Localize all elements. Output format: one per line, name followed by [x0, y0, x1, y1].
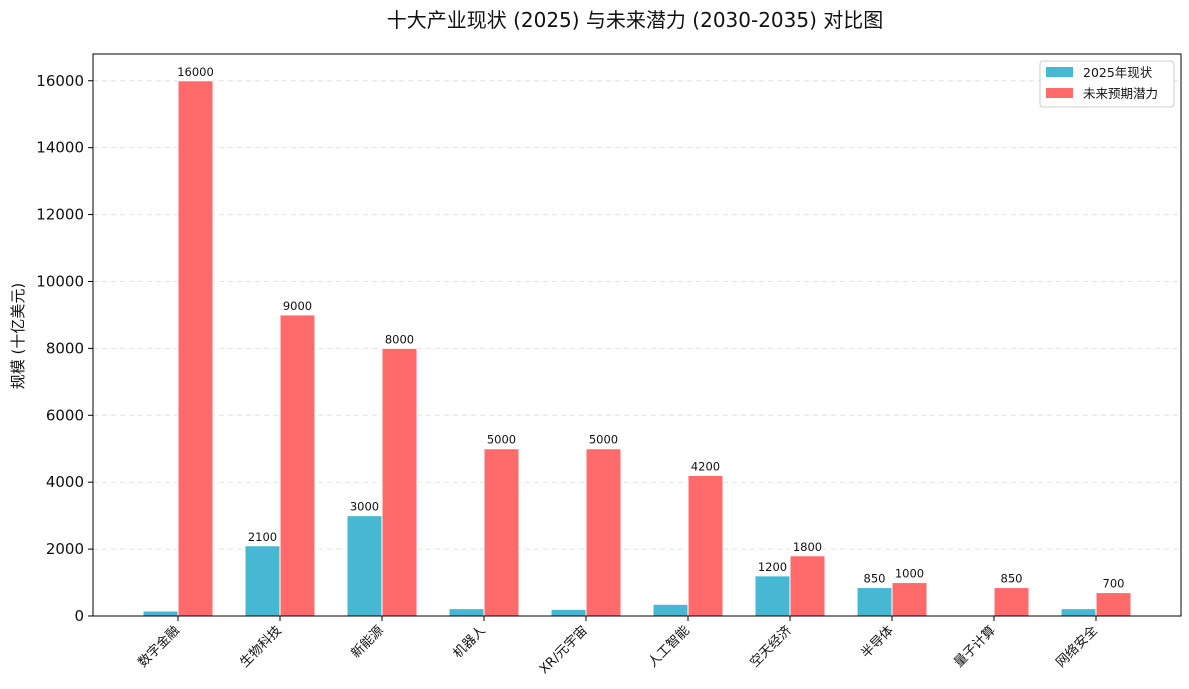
bar-current-2025	[142, 610, 179, 617]
bar-future-potential	[1095, 592, 1132, 617]
x-tick-label: 生物科技	[237, 623, 284, 670]
bar-data-label: 700	[1103, 577, 1125, 591]
legend-swatch	[1046, 88, 1073, 98]
legend-label: 未来预期潜力	[1083, 86, 1158, 101]
x-tick-label: 人工智能	[645, 623, 692, 670]
bar-future-potential	[177, 80, 214, 617]
bar-future-potential	[687, 475, 724, 617]
bar-current-2025	[856, 587, 893, 617]
y-axis-label: 规模 (十亿美元)	[9, 283, 27, 389]
bar-future-potential	[585, 448, 622, 617]
bar-future-potential	[993, 587, 1030, 617]
bar-data-label: 16000	[177, 65, 214, 79]
plot-frame	[92, 53, 1182, 617]
bar-labels-group: 16000 2100 9000 3000 8000 5000 5000 4200 1200 180…	[177, 65, 1124, 591]
legend-box	[1039, 60, 1175, 108]
y-tick-label: 4000	[46, 473, 84, 491]
x-tick-label: 量子计算	[951, 623, 998, 670]
bar-future-potential	[891, 582, 928, 617]
legend-label: 2025年现状	[1083, 65, 1153, 80]
bar-future-potential	[279, 314, 316, 617]
bar-current-2025	[346, 515, 383, 617]
bar-current-2025	[652, 603, 689, 617]
bar-current-2025	[1060, 608, 1097, 617]
chart-title: 十大产业现状 (2025) 与未来潜力 (2030-2035) 对比图	[387, 8, 884, 32]
bar-future-potential	[789, 555, 826, 617]
y-tick-label: 8000	[46, 339, 84, 357]
bar-data-label: 850	[1001, 572, 1023, 586]
y-tick-label: 16000	[36, 72, 84, 90]
bar-data-label: 8000	[385, 332, 414, 346]
x-tick-label: 网络安全	[1053, 623, 1101, 671]
x-axis-ticks: 数字金融 生物科技 新能源 机器人 XR/元宇宙 人工智能 空天经济 半导体 量子计算 网络安全	[135, 616, 1101, 677]
x-tick-label: 空天经济	[747, 623, 794, 670]
bar-future-potential	[381, 347, 418, 617]
grid-lines	[93, 80, 1181, 550]
bar-current-2025	[244, 545, 281, 617]
bars-group	[142, 80, 1132, 617]
y-tick-label: 12000	[36, 206, 84, 224]
x-tick-label: 数字金融	[135, 623, 183, 671]
bar-data-label: 850	[864, 572, 886, 586]
bar-data-label: 5000	[589, 433, 618, 447]
bar-data-label: 1200	[758, 560, 787, 574]
x-tick-label: XR/元宇宙	[537, 623, 591, 677]
legend-swatch	[1046, 67, 1073, 77]
bar-current-2025	[448, 608, 485, 617]
bar-data-label: 5000	[487, 433, 516, 447]
bar-data-label: 1800	[793, 540, 822, 554]
x-tick-label: 半导体	[859, 623, 897, 661]
bar-current-2025	[550, 608, 587, 617]
x-tick-label: 新能源	[348, 623, 387, 662]
y-tick-label: 10000	[36, 272, 84, 290]
bar-data-label: 9000	[283, 299, 312, 313]
y-tick-label: 2000	[46, 540, 84, 558]
bar-future-potential	[483, 448, 520, 617]
bar-data-label: 4200	[691, 460, 720, 474]
bar-data-label: 2100	[248, 530, 277, 544]
y-tick-label: 0	[74, 607, 84, 625]
bar-data-label: 1000	[895, 567, 924, 581]
x-tick-label: 机器人	[451, 623, 489, 661]
y-axis-ticks: 0 2000 4000 6000 8000 10000 12000 14000 16000	[36, 72, 93, 625]
bar-data-label: 3000	[350, 500, 379, 514]
y-tick-label: 6000	[46, 406, 84, 424]
y-tick-label: 14000	[36, 139, 84, 157]
bar-current-2025	[754, 575, 791, 617]
